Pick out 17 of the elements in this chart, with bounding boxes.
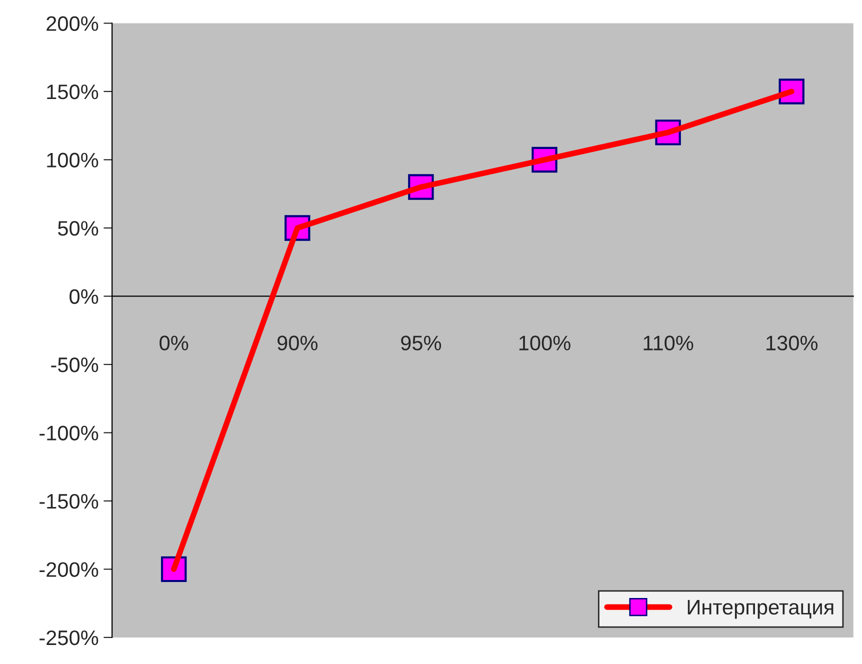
y-tick-label: -50% [51, 357, 98, 372]
y-tick-label: 0% [70, 289, 98, 304]
x-tick-label: 130% [766, 336, 818, 350]
y-tick-label: 100% [47, 152, 98, 168]
y-tick-label: -150% [40, 494, 98, 509]
legend-label: Интерпретация [688, 600, 834, 619]
y-tick-label: 200% [46, 16, 98, 31]
x-tick-label: 95% [401, 336, 442, 350]
x-tick-label: 0% [160, 336, 188, 350]
y-tick-label: -100% [40, 426, 98, 440]
y-tick-label: -200% [40, 562, 98, 577]
y-tick-label: 150% [47, 84, 98, 100]
x-tick-label: 100% [519, 336, 570, 350]
y-tick-label: 50% [58, 220, 98, 236]
x-tick-label: 90% [278, 336, 318, 350]
x-tick-label: 110% [644, 336, 694, 350]
y-tick-label: -250% [40, 630, 98, 646]
